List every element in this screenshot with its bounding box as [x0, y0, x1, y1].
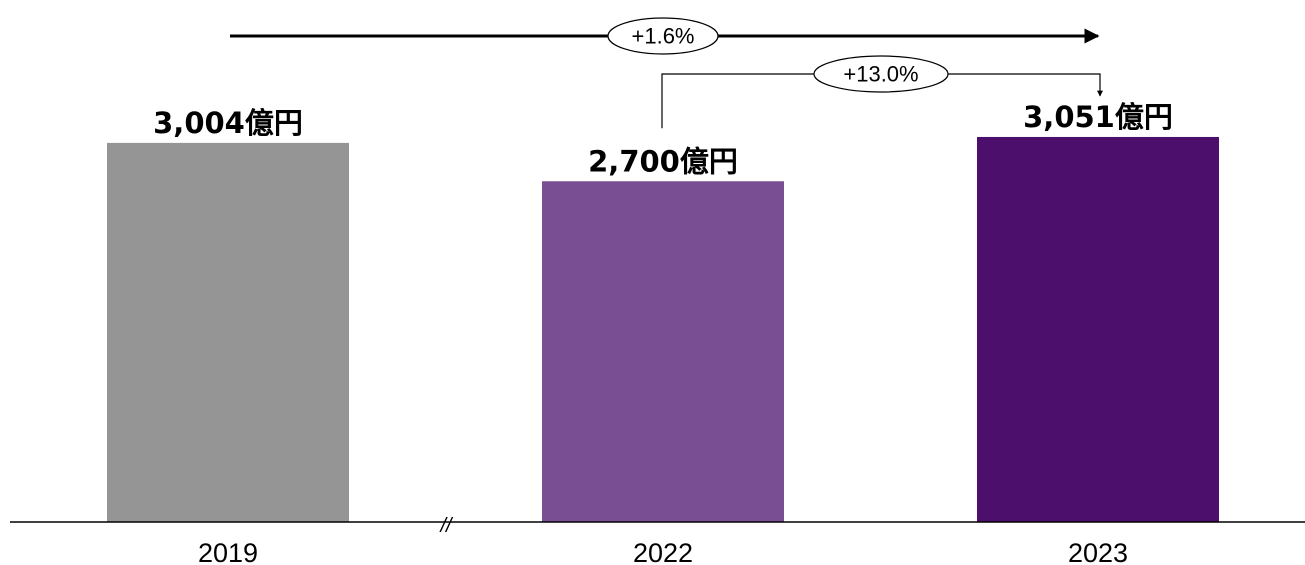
data-label-2023: 3,051億円 [1023, 100, 1173, 134]
data-label-2019: 3,004億円 [153, 106, 303, 140]
bar-2022 [542, 181, 784, 522]
growth-rate-2019-2023: +1.6% [632, 24, 695, 49]
axis-break-mark: // [438, 515, 454, 537]
bar-2019 [107, 142, 349, 522]
bar-2023 [977, 136, 1219, 522]
x-tick-label-2023: 2023 [1068, 538, 1128, 565]
x-tick-label-2022: 2022 [633, 538, 693, 565]
data-label-2022: 2,700億円 [588, 144, 738, 178]
growth-badge-2019-2023 [607, 17, 719, 55]
x-tick-label-2019: 2019 [198, 538, 258, 565]
growth-badge-2022-2023 [813, 55, 949, 93]
growth-rate-2022-2023: +13.0% [843, 62, 918, 87]
